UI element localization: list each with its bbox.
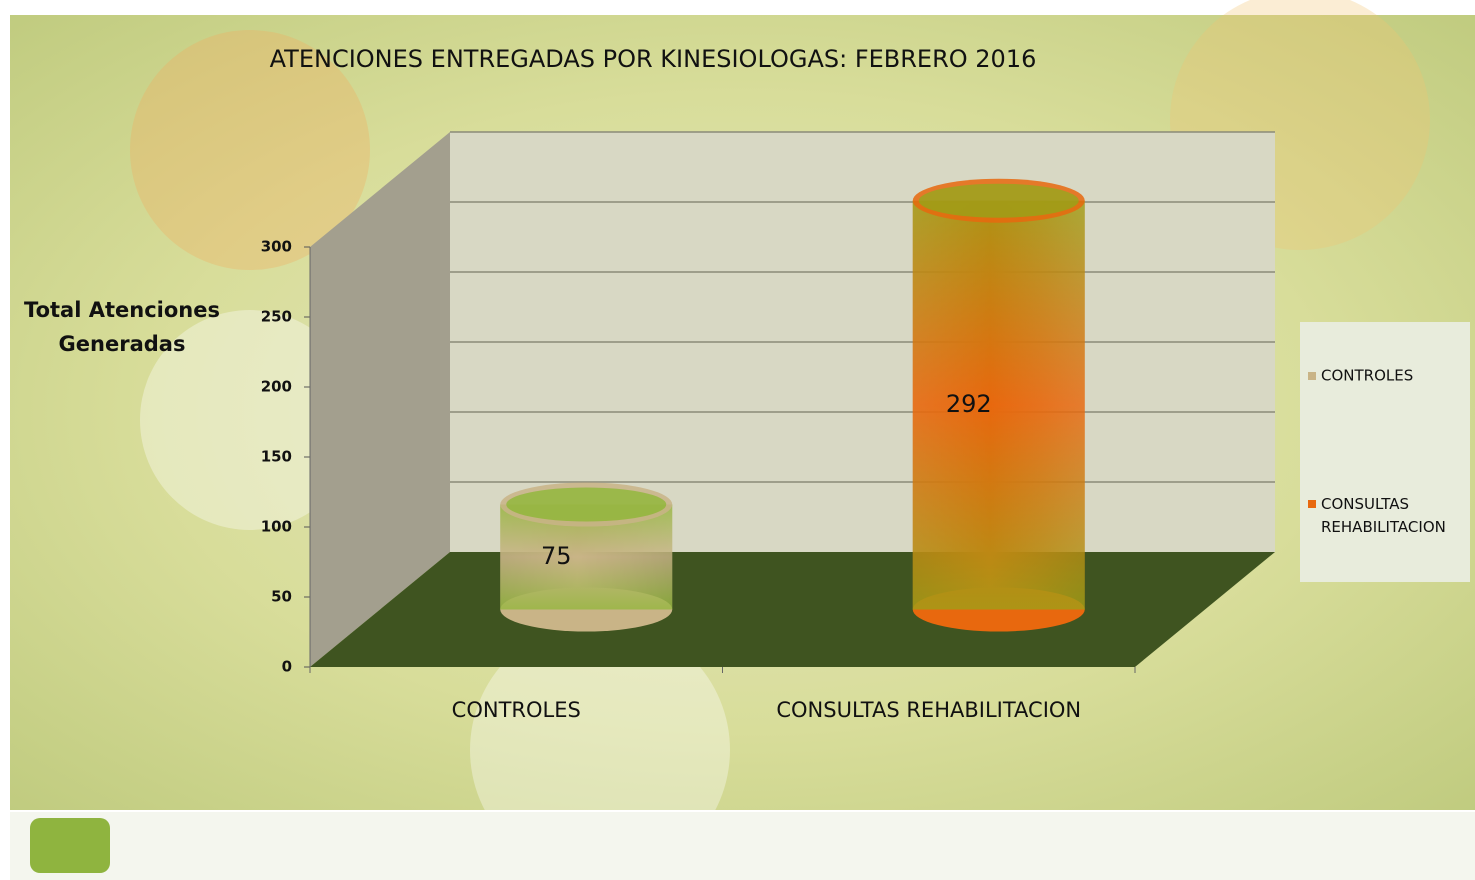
legend-swatch <box>1308 372 1316 380</box>
y-tick-label: 150 <box>261 448 292 466</box>
data-label: 75 <box>541 542 572 570</box>
x-tick-label: CONTROLES <box>452 698 581 722</box>
y-tick-label: 250 <box>261 308 292 326</box>
legend-label: CONTROLES <box>1321 367 1413 385</box>
chart-title: ATENCIONES ENTREGADAS POR KINESIOLOGAS: … <box>270 45 1037 73</box>
footer <box>10 812 1475 880</box>
bar-top-highlight <box>919 184 1079 218</box>
chart: ATENCIONES ENTREGADAS POR KINESIOLOGAS: … <box>0 0 1475 880</box>
y-tick-label: 300 <box>261 238 292 256</box>
data-label: 292 <box>946 390 992 418</box>
y-tick-label: 100 <box>261 518 292 536</box>
y-tick-label: 50 <box>271 588 292 606</box>
legend <box>1300 322 1470 582</box>
x-tick-label: CONSULTAS REHABILITACION <box>776 698 1081 722</box>
bar-shade <box>913 201 1085 610</box>
y-tick-label: 200 <box>261 378 292 396</box>
y-tick-label: 0 <box>282 658 292 676</box>
legend-swatch <box>1308 500 1316 508</box>
bar-top-highlight <box>506 488 666 522</box>
floor <box>310 552 1275 667</box>
footer-logo <box>30 818 110 873</box>
